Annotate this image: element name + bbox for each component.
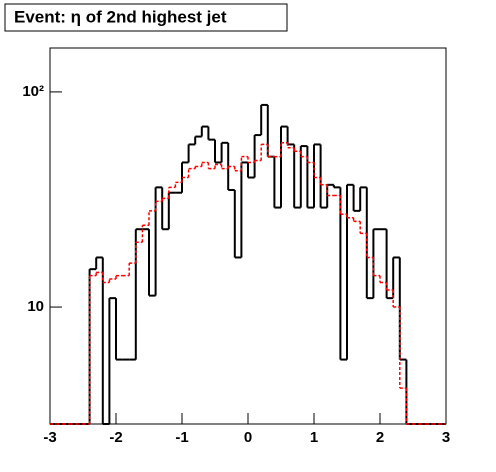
x-tick-label: -2 (109, 429, 122, 446)
x-tick-label: 2 (376, 429, 384, 446)
x-tick-label: 3 (442, 429, 450, 446)
chart-title: Event: η of 2nd highest jet (14, 7, 227, 26)
x-tick-label: -3 (43, 429, 56, 446)
y-tick-label: 10 (27, 298, 44, 315)
x-tick-label: 0 (244, 429, 252, 446)
title-box (4, 3, 288, 32)
x-tick-label: -1 (175, 429, 188, 446)
y-tick-label: 10² (22, 83, 44, 100)
x-tick-label: 1 (310, 429, 318, 446)
